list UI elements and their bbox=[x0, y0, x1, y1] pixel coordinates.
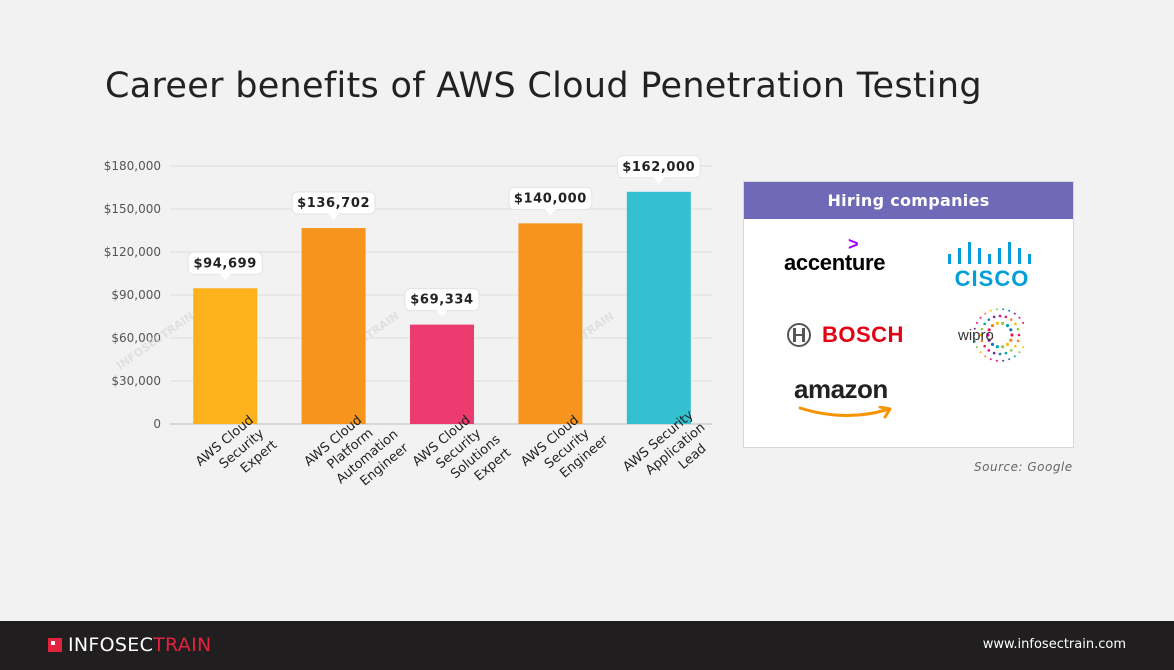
y-tick-label: $60,000 bbox=[111, 331, 161, 345]
brand-name: INFOSECTRAIN bbox=[68, 634, 212, 656]
data-label-pointer bbox=[544, 208, 557, 216]
data-label: $136,702 bbox=[297, 196, 370, 211]
data-label: $140,000 bbox=[514, 191, 587, 206]
y-tick-label: $120,000 bbox=[104, 245, 161, 259]
hiring-companies-header: Hiring companies bbox=[744, 182, 1073, 219]
wipro-dots-icon: wipro bbox=[957, 308, 1027, 362]
data-label-pointer bbox=[652, 176, 665, 184]
y-tick-label: $180,000 bbox=[104, 159, 161, 173]
bosch-armature-icon bbox=[787, 323, 811, 347]
accenture-logo: > accenture bbox=[784, 234, 886, 276]
page-title: Career benefits of AWS Cloud Penetration… bbox=[105, 66, 982, 106]
footer-bar: INFOSECTRAIN www.infosectrain.com bbox=[0, 621, 1174, 670]
y-tick-label: $30,000 bbox=[111, 374, 161, 388]
bar bbox=[301, 228, 366, 424]
cisco-wordmark: CISCO bbox=[954, 266, 1030, 291]
data-label-pointer bbox=[219, 273, 232, 281]
data-label: $94,699 bbox=[193, 256, 256, 271]
bosch-wordmark: BOSCH bbox=[822, 322, 904, 347]
data-label-pointer bbox=[436, 309, 448, 317]
bosch-logo: BOSCH bbox=[786, 322, 904, 348]
y-tick-label: $150,000 bbox=[104, 202, 161, 216]
wipro-wordmark: wipro bbox=[957, 327, 994, 344]
cisco-logo: CISCO bbox=[942, 242, 1042, 292]
website-link[interactable]: www.infosectrain.com bbox=[982, 637, 1126, 652]
amazon-smile-icon bbox=[798, 405, 892, 419]
y-tick-label: $90,000 bbox=[111, 288, 161, 302]
bar bbox=[518, 223, 583, 424]
source-note: Source: Google bbox=[974, 460, 1073, 474]
accenture-mark-icon: > bbox=[848, 234, 859, 254]
infosectrain-logo[interactable]: INFOSECTRAIN bbox=[48, 634, 212, 656]
amazon-logo: amazon bbox=[794, 374, 904, 424]
bar bbox=[626, 191, 691, 424]
amazon-wordmark: amazon bbox=[794, 374, 888, 404]
accenture-wordmark: accenture bbox=[784, 250, 886, 275]
bar bbox=[410, 324, 474, 424]
bar bbox=[193, 288, 258, 424]
brand-mark-icon bbox=[48, 638, 62, 652]
data-label: $69,334 bbox=[410, 293, 473, 308]
cisco-bars-icon bbox=[948, 242, 1031, 264]
salary-bar-chart: 0 $30,000 $60,000 $90,000 $120,000 $150,000 $1… bbox=[104, 155, 712, 489]
hiring-companies-panel: Hiring companies > accenture CISCO bbox=[743, 181, 1074, 448]
wipro-logo: wipro bbox=[954, 307, 1027, 369]
data-label-pointer bbox=[327, 213, 340, 221]
data-label: $162,000 bbox=[622, 160, 695, 175]
y-tick-label: 0 bbox=[153, 417, 161, 431]
